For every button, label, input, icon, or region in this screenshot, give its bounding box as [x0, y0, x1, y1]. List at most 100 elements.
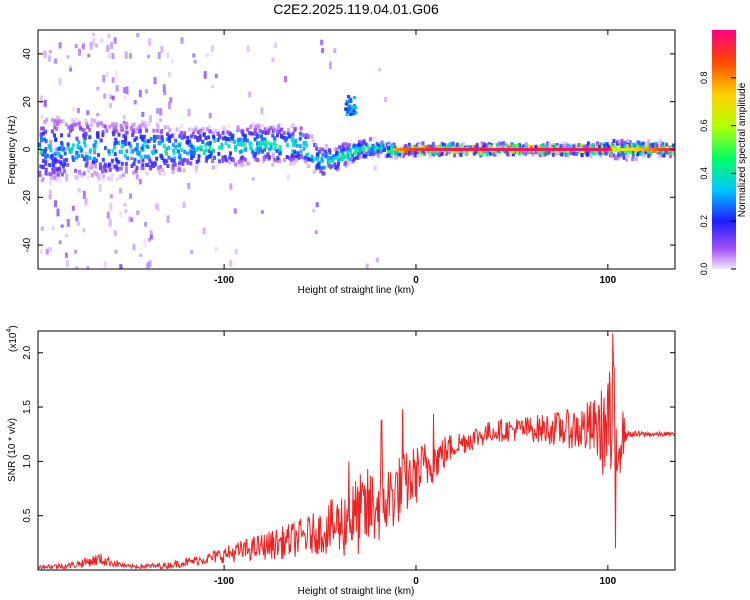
heat-ridge-cell — [589, 145, 593, 150]
heat-ridge-cell — [121, 173, 125, 178]
heat-ridge-cell — [95, 133, 99, 138]
heat-ridge-cell — [235, 164, 239, 169]
heat-ridge-cell — [357, 151, 361, 156]
heat-blob-cell — [348, 100, 352, 104]
heat-ridge-cell — [211, 165, 215, 170]
heat-ridge-cell — [372, 151, 376, 156]
heat-core-cell — [448, 148, 452, 151]
heat-noise-cell — [169, 97, 173, 103]
heat-ridge-cell — [94, 172, 98, 177]
heat-ridge-cell — [266, 152, 270, 157]
heat-ridge-cell — [46, 153, 50, 158]
heat-noise-cell — [109, 102, 113, 108]
heat-blob-cell — [345, 100, 349, 104]
heat-ridge-cell — [376, 149, 380, 154]
snr-frame — [37, 330, 676, 571]
heat-ridge-cell — [171, 169, 175, 174]
heat-ridge-cell — [364, 151, 368, 156]
heat-ridge-cell — [661, 141, 665, 146]
heat-ridge-cell — [127, 141, 131, 146]
heat-ridge-cell — [575, 152, 579, 157]
heat-ridge-cell — [463, 150, 467, 155]
heat-noise-cell — [76, 221, 80, 226]
heat-ridge-cell — [59, 133, 63, 138]
heat-ridge-cell — [84, 132, 88, 137]
heat-ridge-cell — [102, 174, 106, 179]
heat-noise-cell — [108, 218, 112, 227]
heat-ridge-cell — [280, 134, 284, 139]
heat-ridge-cell — [282, 158, 286, 163]
heat-ridge-cell — [63, 151, 67, 156]
heat-ridge-cell — [143, 121, 147, 126]
heat-ridge-cell — [355, 155, 359, 160]
heat-ridge-cell — [59, 179, 63, 184]
heat-noise-cell — [48, 189, 52, 198]
heat-ridge-cell — [237, 127, 241, 132]
heat-ridge-cell — [473, 145, 477, 150]
heat-ridge-cell — [588, 142, 592, 147]
heat-ridge-cell — [204, 148, 208, 153]
heat-ridge-cell — [626, 138, 630, 143]
heat-ridge-cell — [205, 155, 209, 160]
heat-ridge-cell — [125, 125, 129, 130]
heat-noise-cell — [122, 115, 126, 120]
heat-noise-cell — [170, 59, 174, 64]
heat-ridge-cell — [207, 135, 211, 140]
heat-ridge-cell — [485, 143, 489, 148]
heat-noise-cell — [109, 203, 113, 211]
heat-ridge-cell — [534, 144, 538, 149]
heat-ridge-cell — [54, 177, 58, 182]
heat-ridge-cell — [455, 142, 459, 147]
heat-ridge-cell — [335, 147, 339, 152]
heat-noise-cell — [192, 53, 196, 58]
heat-noise-cell — [233, 208, 237, 214]
svg-text:(x104): (x104) — [6, 325, 19, 352]
heat-ridge-cell — [420, 144, 424, 149]
heat-core-cell — [602, 148, 606, 151]
heat-noise-cell — [187, 183, 191, 190]
y-tick-label: 0.5 — [22, 508, 33, 522]
heat-ridge-cell — [75, 136, 79, 141]
heat-ridge-cell — [325, 146, 329, 151]
heat-ridge-cell — [136, 127, 140, 132]
heat-core-cell — [427, 148, 431, 151]
heat-ridge-cell — [489, 151, 493, 156]
heat-ridge-cell — [293, 140, 297, 145]
heat-ridge-cell — [346, 144, 350, 149]
heat-noise-cell — [153, 77, 157, 85]
heat-ridge-cell — [211, 159, 215, 164]
heat-ridge-cell — [465, 152, 469, 157]
heat-noise-cell — [284, 75, 288, 83]
heat-noise-cell — [149, 230, 153, 238]
heat-ridge-cell — [193, 135, 197, 140]
heat-noise-cell — [172, 132, 176, 140]
heat-ridge-cell — [204, 142, 208, 147]
heat-core-cell — [579, 148, 583, 151]
heat-ridge-cell — [318, 165, 322, 170]
heat-ridge-cell — [177, 166, 181, 171]
heat-ridge-cell — [214, 164, 218, 169]
heat-core-cell — [540, 148, 544, 151]
heat-ridge-cell — [85, 121, 89, 126]
heat-ridge-cell — [437, 151, 441, 156]
heat-ridge-cell — [364, 142, 368, 147]
heat-ridge-cell — [82, 157, 86, 162]
heat-ridge-cell — [263, 147, 267, 152]
heat-ridge-cell — [238, 137, 242, 142]
heat-ridge-cell — [572, 151, 576, 156]
heat-ridge-cell — [140, 137, 144, 142]
heat-ridge-cell — [264, 144, 268, 149]
heat-ridge-cell — [141, 166, 145, 171]
heat-ridge-cell — [53, 157, 57, 162]
heat-ridge-cell — [284, 138, 288, 143]
heat-ridge-cell — [39, 132, 43, 137]
heat-ridge-cell — [113, 141, 117, 146]
heat-noise-cell — [205, 53, 209, 58]
heat-noise-cell — [129, 193, 133, 199]
heat-ridge-cell — [381, 143, 385, 148]
heat-ridge-cell — [170, 133, 174, 138]
heat-ridge-cell — [117, 141, 121, 146]
heat-ridge-cell — [64, 122, 68, 127]
heat-ridge-cell — [70, 146, 74, 151]
heat-ridge-cell — [596, 141, 600, 146]
